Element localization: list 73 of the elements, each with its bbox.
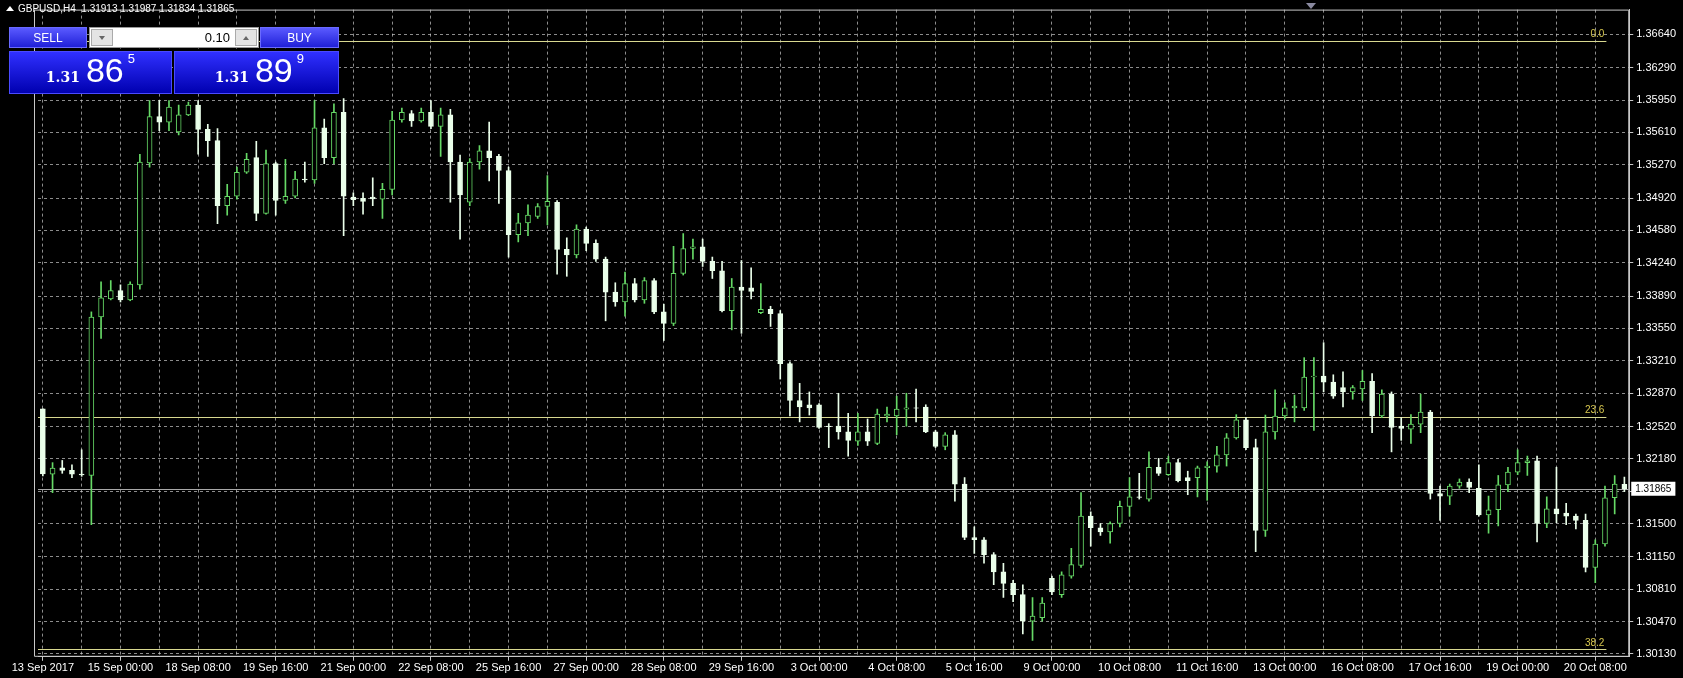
y-tick-label: 1.30810 xyxy=(1636,582,1676,595)
x-tick-label: 10 Oct 08:00 xyxy=(1098,661,1162,674)
candlestick xyxy=(748,267,754,300)
y-tick-label: 1.35270 xyxy=(1636,157,1676,170)
x-tick-label: 29 Sep 16:00 xyxy=(708,661,775,674)
y-tick-label: 1.33210 xyxy=(1636,353,1676,366)
x-tick-label: 20 Oct 08:00 xyxy=(1563,661,1627,674)
annotation: 0.0 xyxy=(1590,28,1605,40)
annotation: SELL xyxy=(9,27,87,48)
annotation: 9 xyxy=(296,51,304,66)
candlestick xyxy=(525,204,531,236)
x-tick-label: 27 Sep 00:00 xyxy=(553,661,619,674)
x-tick-label: 13 Oct 00:00 xyxy=(1253,661,1317,674)
y-tick-label: 1.32180 xyxy=(1636,451,1676,464)
text: 86 xyxy=(85,51,124,89)
candlestick xyxy=(1398,417,1405,441)
x-tick-label: 18 Sep 08:00 xyxy=(165,661,231,674)
y-tick-label: 1.33550 xyxy=(1636,321,1676,334)
annotation: 1.31 xyxy=(214,69,249,85)
x-tick-label: 28 Sep 08:00 xyxy=(631,661,697,674)
y-tick-label: 1.36290 xyxy=(1636,60,1676,73)
y-tick-label: 1.34920 xyxy=(1636,191,1676,204)
annotation: BUY xyxy=(260,27,339,48)
y-tick-label: 1.34240 xyxy=(1636,255,1676,268)
candlestick xyxy=(301,161,308,183)
y-tick-label: 1.34580 xyxy=(1636,223,1676,236)
y-tick-label: 1.33890 xyxy=(1636,289,1676,302)
annotation: 1.31 xyxy=(45,69,80,85)
y-tick-label: 1.36640 xyxy=(1636,27,1676,40)
annotation: 5 xyxy=(127,51,135,66)
x-tick-label: 11 Oct 16:00 xyxy=(1176,661,1239,674)
candlestick xyxy=(156,100,163,131)
annotation: 23.6 xyxy=(1584,404,1605,416)
y-tick-label: 1.32520 xyxy=(1636,419,1676,432)
candlestick xyxy=(845,413,851,457)
y-tick-label: 1.30130 xyxy=(1636,646,1676,659)
chart-title: GBPUSD,H4 1.31913 1.31987 1.31834 1.31865 xyxy=(18,3,235,14)
candlestick xyxy=(893,395,900,436)
y-tick-label: 1.32870 xyxy=(1636,386,1676,399)
x-tick-label: 25 Sep 16:00 xyxy=(475,661,542,674)
candlestick xyxy=(360,192,366,215)
x-tick-label: 19 Oct 00:00 xyxy=(1486,661,1550,674)
y-tick-label: 1.35610 xyxy=(1636,125,1676,138)
candlestick xyxy=(971,526,978,554)
x-tick-label: 9 Oct 00:00 xyxy=(1023,661,1081,674)
x-tick-label: 19 Sep 16:00 xyxy=(242,661,309,674)
annotation: 0.10 xyxy=(204,30,230,45)
x-tick-label: 21 Sep 00:00 xyxy=(320,661,387,674)
candlestick xyxy=(825,423,832,448)
candlestick xyxy=(59,460,66,474)
y-tick-label: 1.35950 xyxy=(1636,93,1676,106)
candlestick xyxy=(1408,414,1414,444)
candlestick xyxy=(1184,470,1191,496)
x-tick-label: 5 Oct 16:00 xyxy=(945,661,1003,674)
x-tick-label: 3 Oct 00:00 xyxy=(790,661,848,674)
x-tick-label: 22 Sep 08:00 xyxy=(398,661,464,674)
candlestick xyxy=(563,237,570,277)
candlestick xyxy=(1340,371,1346,408)
annotation: 38.2 xyxy=(1584,637,1605,649)
x-tick-label: 17 Oct 16:00 xyxy=(1408,661,1472,674)
x-tick-label: 15 Sep 00:00 xyxy=(87,661,154,674)
candlestick xyxy=(1311,357,1317,431)
x-tick-label: 13 Sep 2017 xyxy=(11,661,75,674)
candlestick xyxy=(758,283,764,314)
candlestick xyxy=(690,238,696,260)
candlestick xyxy=(486,121,492,182)
text: 89 xyxy=(254,51,293,89)
y-tick-label: 1.30470 xyxy=(1636,614,1676,627)
y-tick-label: 1.31500 xyxy=(1636,516,1676,529)
x-tick-label: 16 Oct 08:00 xyxy=(1330,661,1394,674)
y-tick-label: 1.31150 xyxy=(1636,549,1676,562)
ref-line-label: 1.31865 xyxy=(1635,482,1672,494)
x-tick-label: 4 Oct 08:00 xyxy=(868,661,926,674)
